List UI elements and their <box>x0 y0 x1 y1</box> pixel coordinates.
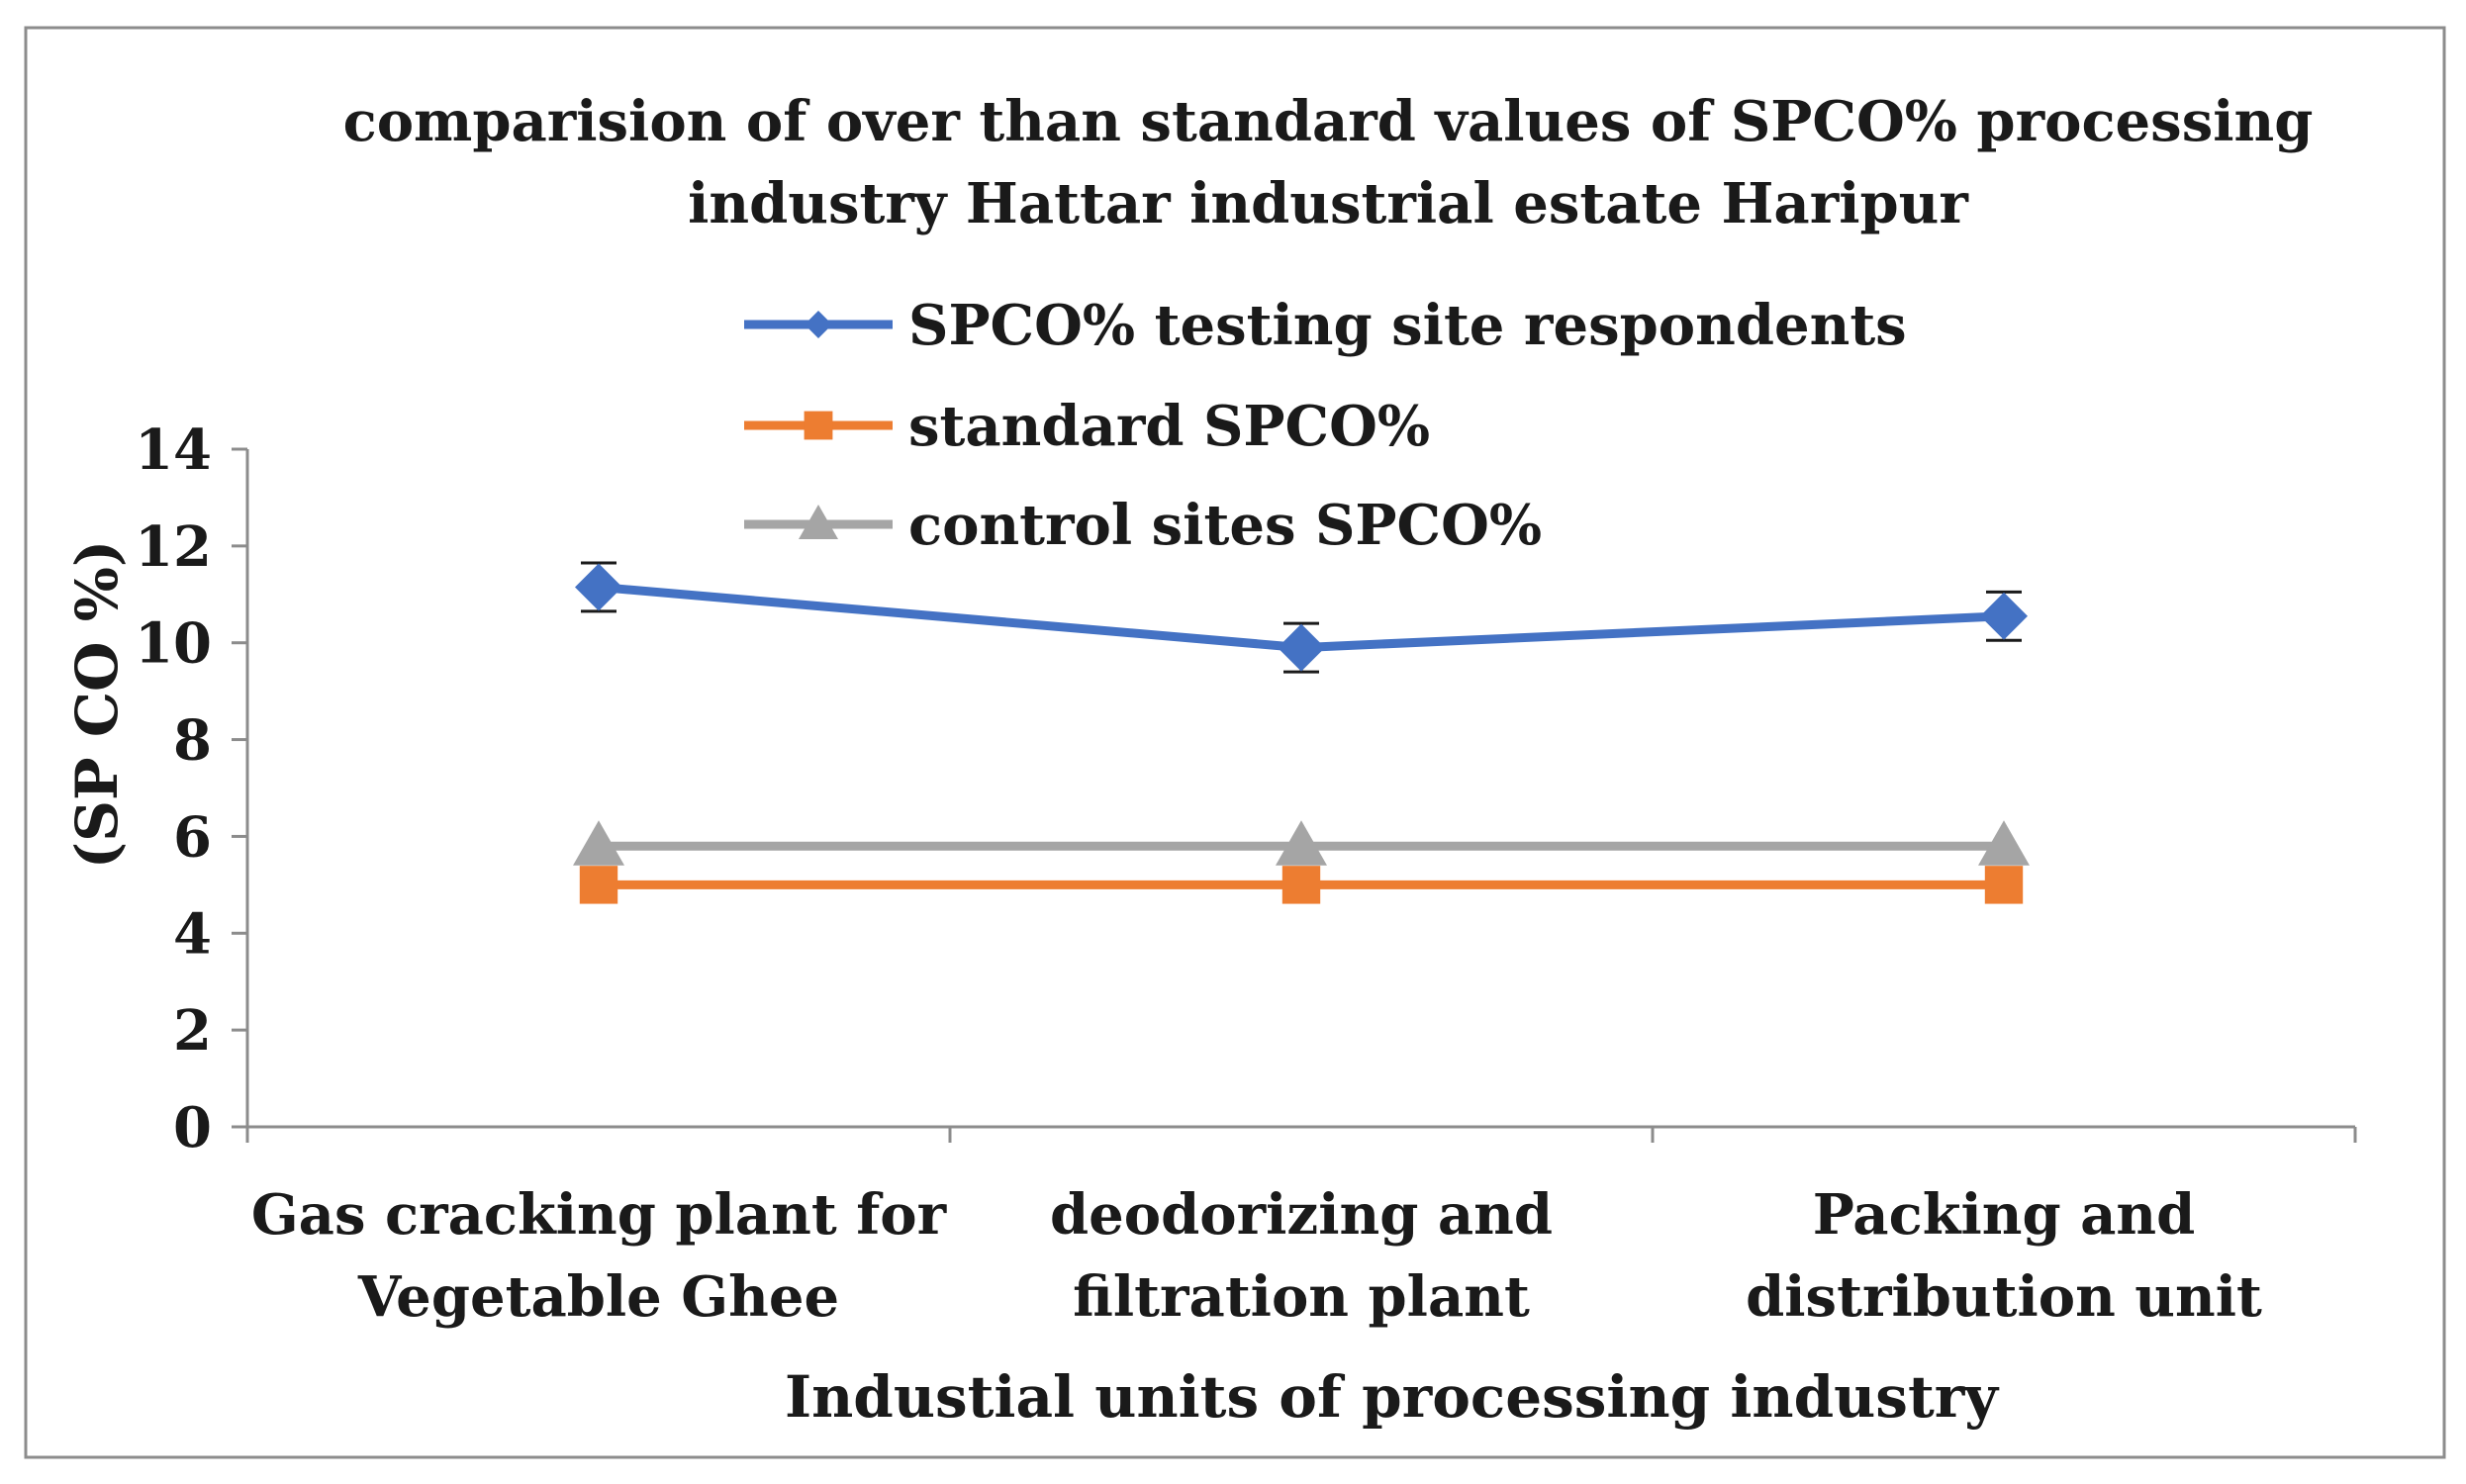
data-point <box>579 866 618 904</box>
x-tick-label: Packing and <box>1813 1182 2196 1248</box>
series-triangle <box>573 820 2030 866</box>
legend-entry: control sites SPCO% <box>744 493 1542 558</box>
x-tick-label: Gas cracking plant for <box>251 1182 948 1248</box>
axes <box>245 449 2355 1129</box>
chart-title-line-1: comparision of over than standard values… <box>343 89 2314 154</box>
legend-marker <box>799 505 838 539</box>
legend-label: control sites SPCO% <box>908 493 1542 558</box>
y-tick-label: 14 <box>135 417 212 483</box>
data-point <box>573 820 624 866</box>
series-diamond <box>575 561 2028 674</box>
legend: SPCO% testing site respondents standard S… <box>744 293 1907 558</box>
x-tick-label: filtration plant <box>1073 1264 1530 1330</box>
series-layer <box>573 561 2030 904</box>
legend-entry: SPCO% testing site respondents <box>744 293 1907 358</box>
legend-label: SPCO% testing site respondents <box>908 293 1907 358</box>
data-point <box>1980 592 2028 640</box>
data-point <box>575 563 622 611</box>
chart-title-line-2: industry Hattar industrial estate Haripu… <box>688 171 1969 236</box>
data-point <box>1276 820 1327 866</box>
data-point <box>1281 866 1321 904</box>
y-tick-label: 6 <box>173 804 212 870</box>
y-tick-label: 12 <box>135 514 212 580</box>
y-tick-label: 4 <box>173 901 212 967</box>
series-square <box>579 866 2024 904</box>
x-axis-label: Industial units of processing industry <box>785 1363 2000 1431</box>
x-ticks: Gas cracking plant for Vegetable Ghee deod… <box>245 1127 2357 1330</box>
x-tick-label: deodorizing and <box>1050 1182 1553 1248</box>
y-ticks: 0 2 4 6 8 10 12 14 <box>135 417 247 1160</box>
y-tick-label: 10 <box>135 611 212 677</box>
data-point <box>1278 623 1325 672</box>
chart-frame <box>24 26 2446 1459</box>
y-tick-label: 2 <box>173 998 212 1064</box>
x-tick-label: Vegetable Ghee <box>357 1264 839 1330</box>
y-tick-label: 0 <box>173 1095 212 1160</box>
legend-label: standard SPCO% <box>908 394 1430 459</box>
legend-marker <box>804 411 833 440</box>
data-point <box>1978 820 2030 866</box>
x-tick-label: distribution unit <box>1746 1264 2262 1330</box>
y-tick-label: 8 <box>173 708 212 774</box>
y-axis-label: (SP CO %) <box>63 540 131 870</box>
data-point <box>1984 866 2024 904</box>
legend-marker <box>805 311 832 338</box>
legend-entry: standard SPCO% <box>744 394 1430 459</box>
